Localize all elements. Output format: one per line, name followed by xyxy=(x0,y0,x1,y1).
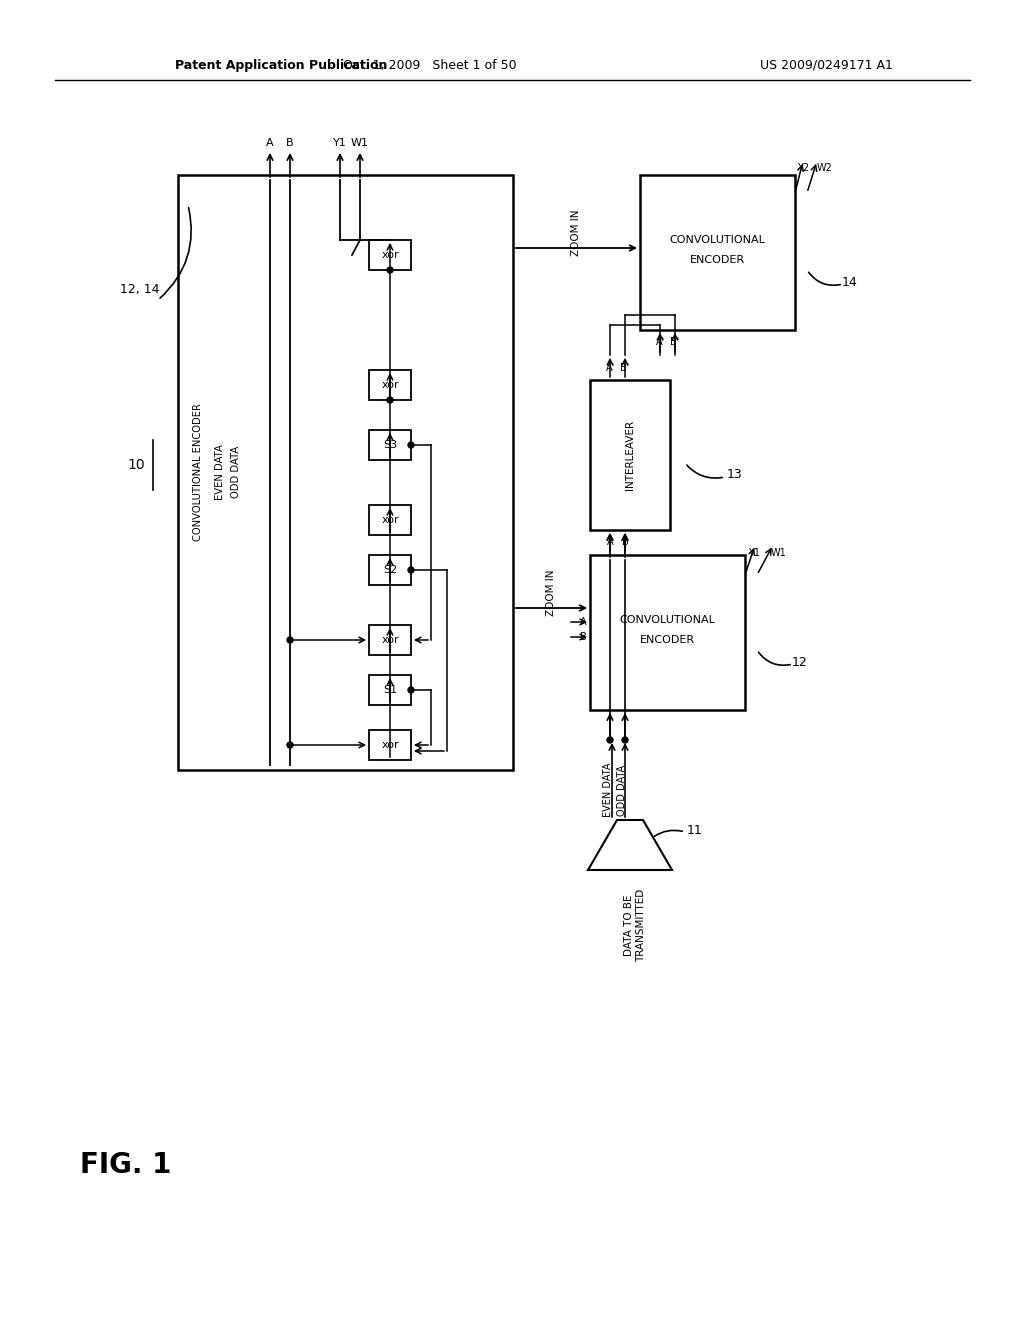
Text: 12, 14: 12, 14 xyxy=(120,284,160,297)
Text: B': B' xyxy=(671,337,680,347)
Text: ENCODER: ENCODER xyxy=(639,635,694,645)
Text: EVEN DATA: EVEN DATA xyxy=(603,763,613,817)
Circle shape xyxy=(287,638,293,643)
Text: W2: W2 xyxy=(817,162,833,173)
Text: US 2009/0249171 A1: US 2009/0249171 A1 xyxy=(760,58,893,71)
Circle shape xyxy=(622,737,628,743)
Text: 11: 11 xyxy=(687,824,702,837)
Text: A': A' xyxy=(605,363,614,374)
Bar xyxy=(369,430,411,459)
Circle shape xyxy=(408,442,414,447)
Text: xor: xor xyxy=(381,249,398,260)
Text: ODD DATA: ODD DATA xyxy=(617,764,627,816)
Text: CONVOLUTIONAL: CONVOLUTIONAL xyxy=(620,615,715,624)
Text: W1: W1 xyxy=(351,139,369,148)
Circle shape xyxy=(287,742,293,748)
Text: xor: xor xyxy=(381,515,398,525)
Text: 10: 10 xyxy=(127,458,145,473)
Text: S2: S2 xyxy=(383,565,397,576)
Text: ZOOM IN: ZOOM IN xyxy=(571,210,581,256)
Text: B': B' xyxy=(621,363,630,374)
Text: 12: 12 xyxy=(793,656,808,668)
Text: xor: xor xyxy=(381,380,398,389)
Text: INTERLEAVER: INTERLEAVER xyxy=(625,420,635,490)
Text: A: A xyxy=(266,139,273,148)
Circle shape xyxy=(607,737,613,743)
Text: ODD DATA: ODD DATA xyxy=(231,446,241,498)
Bar xyxy=(369,506,411,535)
Bar xyxy=(369,370,411,400)
Text: ZOOM IN: ZOOM IN xyxy=(546,570,556,616)
Text: A: A xyxy=(606,537,613,546)
Circle shape xyxy=(408,568,414,573)
Text: S3: S3 xyxy=(383,440,397,450)
Text: ENCODER: ENCODER xyxy=(689,255,744,265)
Text: 13: 13 xyxy=(727,469,742,482)
Text: A: A xyxy=(581,616,587,627)
Circle shape xyxy=(408,686,414,693)
Bar xyxy=(369,624,411,655)
Text: Y1: Y1 xyxy=(333,139,347,148)
Bar xyxy=(590,380,670,531)
Text: CONVOLUTIONAL: CONVOLUTIONAL xyxy=(669,235,765,246)
Bar xyxy=(178,176,513,770)
Text: A': A' xyxy=(655,337,665,347)
Text: xor: xor xyxy=(381,635,398,645)
Bar xyxy=(640,176,795,330)
Bar xyxy=(369,240,411,271)
Text: CONVOLUTIONAL ENCODER: CONVOLUTIONAL ENCODER xyxy=(193,403,203,541)
Text: EVEN DATA: EVEN DATA xyxy=(215,444,225,500)
Bar xyxy=(369,554,411,585)
Text: Y2: Y2 xyxy=(797,162,809,173)
Text: B: B xyxy=(286,139,294,148)
Text: B: B xyxy=(622,537,629,546)
Text: FIG. 1: FIG. 1 xyxy=(80,1151,171,1179)
Text: Oct. 1, 2009   Sheet 1 of 50: Oct. 1, 2009 Sheet 1 of 50 xyxy=(343,58,517,71)
Text: W1: W1 xyxy=(771,548,786,558)
Text: DATA TO BE
TRANSMITTED: DATA TO BE TRANSMITTED xyxy=(625,888,646,962)
Bar xyxy=(369,675,411,705)
Circle shape xyxy=(387,397,393,403)
Text: Patent Application Publication: Patent Application Publication xyxy=(175,58,387,71)
Text: Y1: Y1 xyxy=(748,548,760,558)
Bar xyxy=(590,554,745,710)
Text: 14: 14 xyxy=(842,276,858,289)
Text: S1: S1 xyxy=(383,685,397,696)
Text: B: B xyxy=(581,632,587,642)
Circle shape xyxy=(387,267,393,273)
Text: xor: xor xyxy=(381,741,398,750)
Polygon shape xyxy=(588,820,672,870)
Bar xyxy=(369,730,411,760)
